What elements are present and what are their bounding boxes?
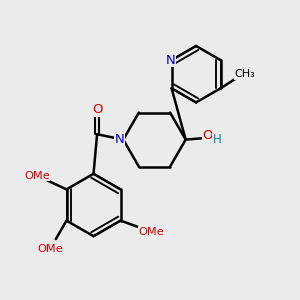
Text: O: O [202,129,213,142]
Text: H: H [213,133,221,146]
Text: OMe: OMe [24,171,50,181]
Text: OMe: OMe [37,244,63,254]
Text: OMe: OMe [138,227,164,237]
Text: CH₃: CH₃ [235,69,256,80]
Text: N: N [115,133,124,146]
Text: O: O [92,103,102,116]
Text: N: N [165,54,175,67]
